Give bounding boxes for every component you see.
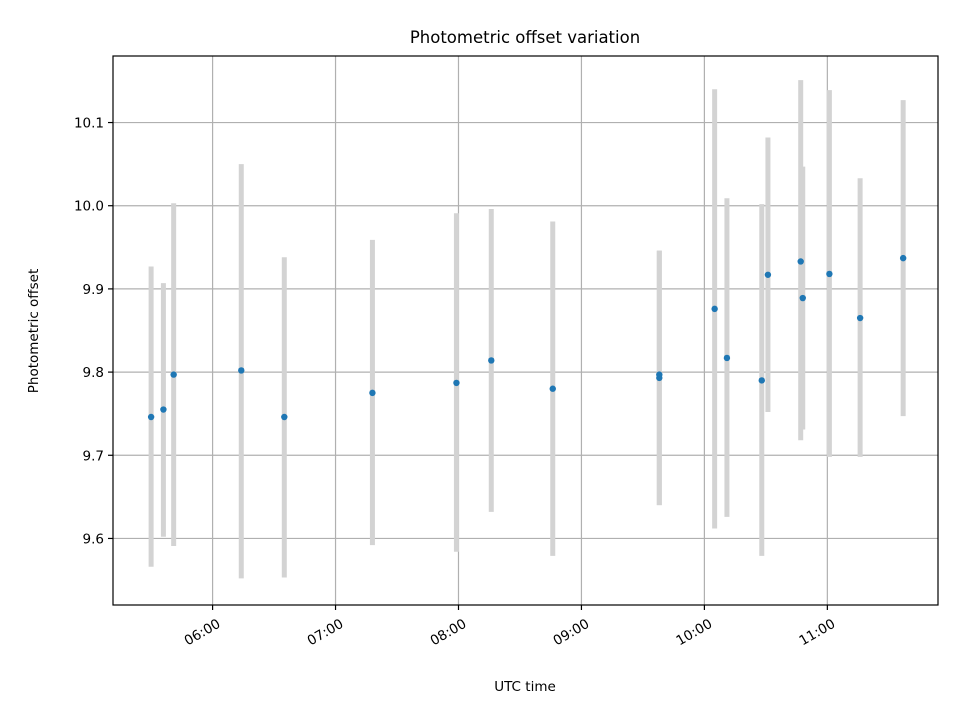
- data-point: [238, 367, 245, 374]
- data-points: [147, 254, 907, 421]
- data-point: [826, 270, 833, 278]
- data-point: [656, 374, 663, 382]
- data-point: [549, 385, 556, 392]
- y-tick-label: 10.1: [74, 116, 104, 132]
- data-point: [160, 406, 167, 413]
- data-point: [723, 354, 731, 362]
- chart-title: Photometric offset variation: [410, 28, 640, 47]
- y-axis-ticks: 9.6 9.7 9.8 9.9 10.0 10.1: [74, 116, 113, 547]
- plot-frame: [112, 55, 939, 606]
- data-point: [369, 389, 376, 397]
- data-point: [147, 413, 155, 421]
- y-tick-label: 9.8: [83, 365, 104, 381]
- data-point: [170, 371, 177, 378]
- y-tick-label: 9.7: [83, 448, 104, 464]
- data-point: [764, 271, 772, 278]
- x-axis-label: UTC time: [494, 679, 556, 695]
- data-point: [453, 379, 460, 387]
- data-point: [758, 377, 765, 384]
- data-point: [856, 314, 864, 322]
- plot-area-background: [113, 56, 938, 605]
- y-axis-label: Photometric offset: [26, 269, 42, 393]
- data-point: [797, 258, 804, 265]
- y-tick-label: 10.0: [74, 199, 104, 215]
- y-tick-label: 9.9: [83, 282, 104, 298]
- data-point: [799, 294, 806, 302]
- data-point: [281, 413, 288, 421]
- data-point: [711, 305, 718, 313]
- y-tick-label: 9.6: [83, 531, 104, 547]
- data-point: [899, 254, 907, 262]
- data-point: [488, 357, 495, 364]
